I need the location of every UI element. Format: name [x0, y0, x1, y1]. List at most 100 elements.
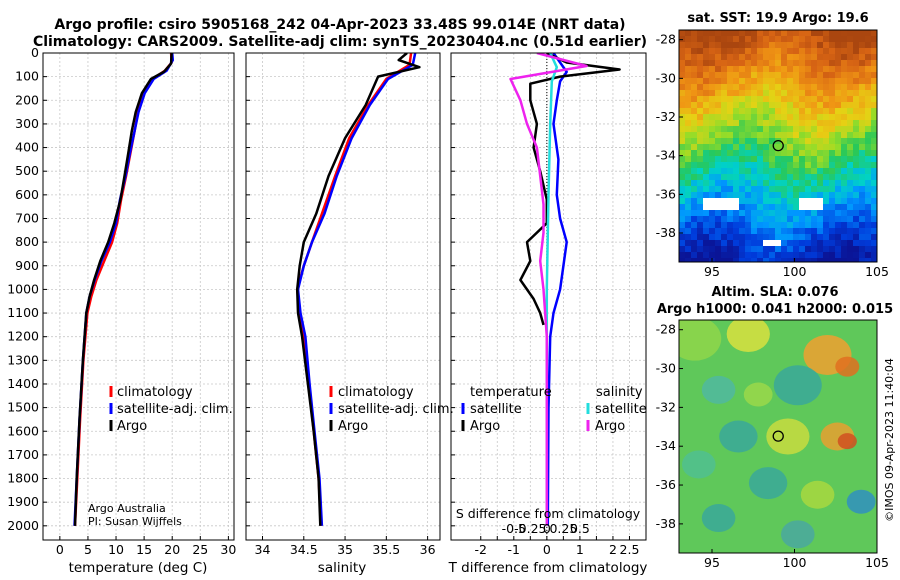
sst-cell: [709, 150, 716, 157]
sst-cell: [847, 186, 854, 193]
sst-cell: [709, 138, 716, 145]
sst-cell: [763, 186, 770, 193]
sst-cell: [805, 252, 812, 259]
sst-cell: [691, 150, 698, 157]
sla-blob: [837, 433, 857, 450]
sst-cell: [829, 138, 836, 145]
sst-cell: [691, 138, 698, 145]
sst-cell: [811, 222, 818, 229]
sst-cell: [865, 114, 872, 121]
sst-cell: [769, 186, 776, 193]
sst-cell: [703, 156, 710, 163]
sst-cell: [781, 186, 788, 193]
sst-cell: [679, 102, 686, 109]
sst-cell: [769, 72, 776, 79]
sst-cell: [823, 90, 830, 97]
sst-cell: [709, 162, 716, 169]
sst-cell: [793, 60, 800, 67]
sst-cell: [775, 78, 782, 85]
sst-cell: [805, 84, 812, 91]
sst-cell: [847, 120, 854, 127]
sst-cell: [853, 96, 860, 103]
sst-cell: [805, 48, 812, 55]
sst-cell: [865, 120, 872, 127]
sst-cell: [793, 126, 800, 133]
sst-cell: [817, 168, 824, 175]
sst-cell: [799, 162, 806, 169]
sst-cell: [787, 162, 794, 169]
sst-cell: [709, 168, 716, 175]
sst-cell: [823, 114, 830, 121]
figure-title-line1: Argo profile: csiro 5905168_242 04-Apr-2…: [54, 17, 625, 33]
sst-cell: [703, 192, 710, 199]
sst-cell: [739, 126, 746, 133]
sst-cell: [739, 78, 746, 85]
sst-cell: [775, 240, 782, 247]
sst-cell: [685, 228, 692, 235]
sst-cell: [745, 108, 752, 115]
sst-cell: [757, 174, 764, 181]
sst-cell: [757, 180, 764, 187]
map-y-tick-label: -28: [656, 32, 676, 47]
legend-climatology-label: climatology: [338, 385, 414, 400]
sst-cell: [697, 66, 704, 73]
sst-cell: [757, 144, 764, 151]
sst-cell: [787, 102, 794, 109]
sst-cell: [781, 240, 788, 247]
sst-cell: [823, 96, 830, 103]
sst-cell: [679, 96, 686, 103]
sla-map-axes: 95 100 105 -28 -30 -32 -34 -36 -38: [656, 322, 889, 570]
sst-cell: [709, 36, 716, 43]
sst-cell: [853, 144, 860, 151]
sst-cell: [721, 54, 728, 61]
sst-cell: [799, 30, 806, 37]
sst-cell: [757, 126, 764, 133]
sst-cell: [871, 198, 877, 205]
sst-cell: [865, 84, 872, 91]
temperature-profile-panel: 0 5 10 15 20 25 300100200300400500600700800900…: [7, 45, 236, 557]
sst-cell: [769, 90, 776, 97]
sla-map-frame: [678, 319, 878, 554]
sst-cell: [697, 186, 704, 193]
sst-cell: [817, 138, 824, 145]
sst-cell: [787, 144, 794, 151]
sst-cell: [679, 168, 686, 175]
sst-cell: [853, 60, 860, 67]
sst-cell: [757, 96, 764, 103]
sst-cell: [715, 204, 722, 211]
sst-cell: [703, 60, 710, 67]
sst-cell: [703, 180, 710, 187]
sst-cell: [787, 36, 794, 43]
sst-cell: [799, 222, 806, 229]
sst-cell: [727, 216, 734, 223]
sst-cell: [685, 78, 692, 85]
sst-cell: [775, 132, 782, 139]
map-x-tick-label: 95: [704, 264, 720, 279]
sst-cell: [763, 228, 770, 235]
sst-cell: [781, 258, 788, 262]
sst-cell: [721, 90, 728, 97]
map-y-tick-label: -34: [656, 148, 676, 163]
sst-cell: [775, 54, 782, 61]
sst-cell: [775, 108, 782, 115]
sst-cell: [703, 108, 710, 115]
sst-cell: [715, 174, 722, 181]
sst-cell: [847, 180, 854, 187]
sst-cell: [691, 72, 698, 79]
legend-climatology-label: climatology: [117, 385, 193, 400]
sst-cell: [757, 72, 764, 79]
sst-cell: [709, 48, 716, 55]
sst-cell: [805, 96, 812, 103]
sst-cell: [709, 114, 716, 121]
sst-cell: [823, 192, 830, 199]
sst-cell: [721, 132, 728, 139]
sst-cell: [865, 150, 872, 157]
sst-cell: [871, 186, 877, 193]
credit-pi: PI: Susan Wijffels: [88, 515, 182, 528]
sst-cell: [769, 150, 776, 157]
sst-cell: [685, 114, 692, 121]
sst-cell: [703, 96, 710, 103]
sst-cell: [733, 210, 740, 217]
sst-cell: [787, 78, 794, 85]
sst-cell: [853, 174, 860, 181]
